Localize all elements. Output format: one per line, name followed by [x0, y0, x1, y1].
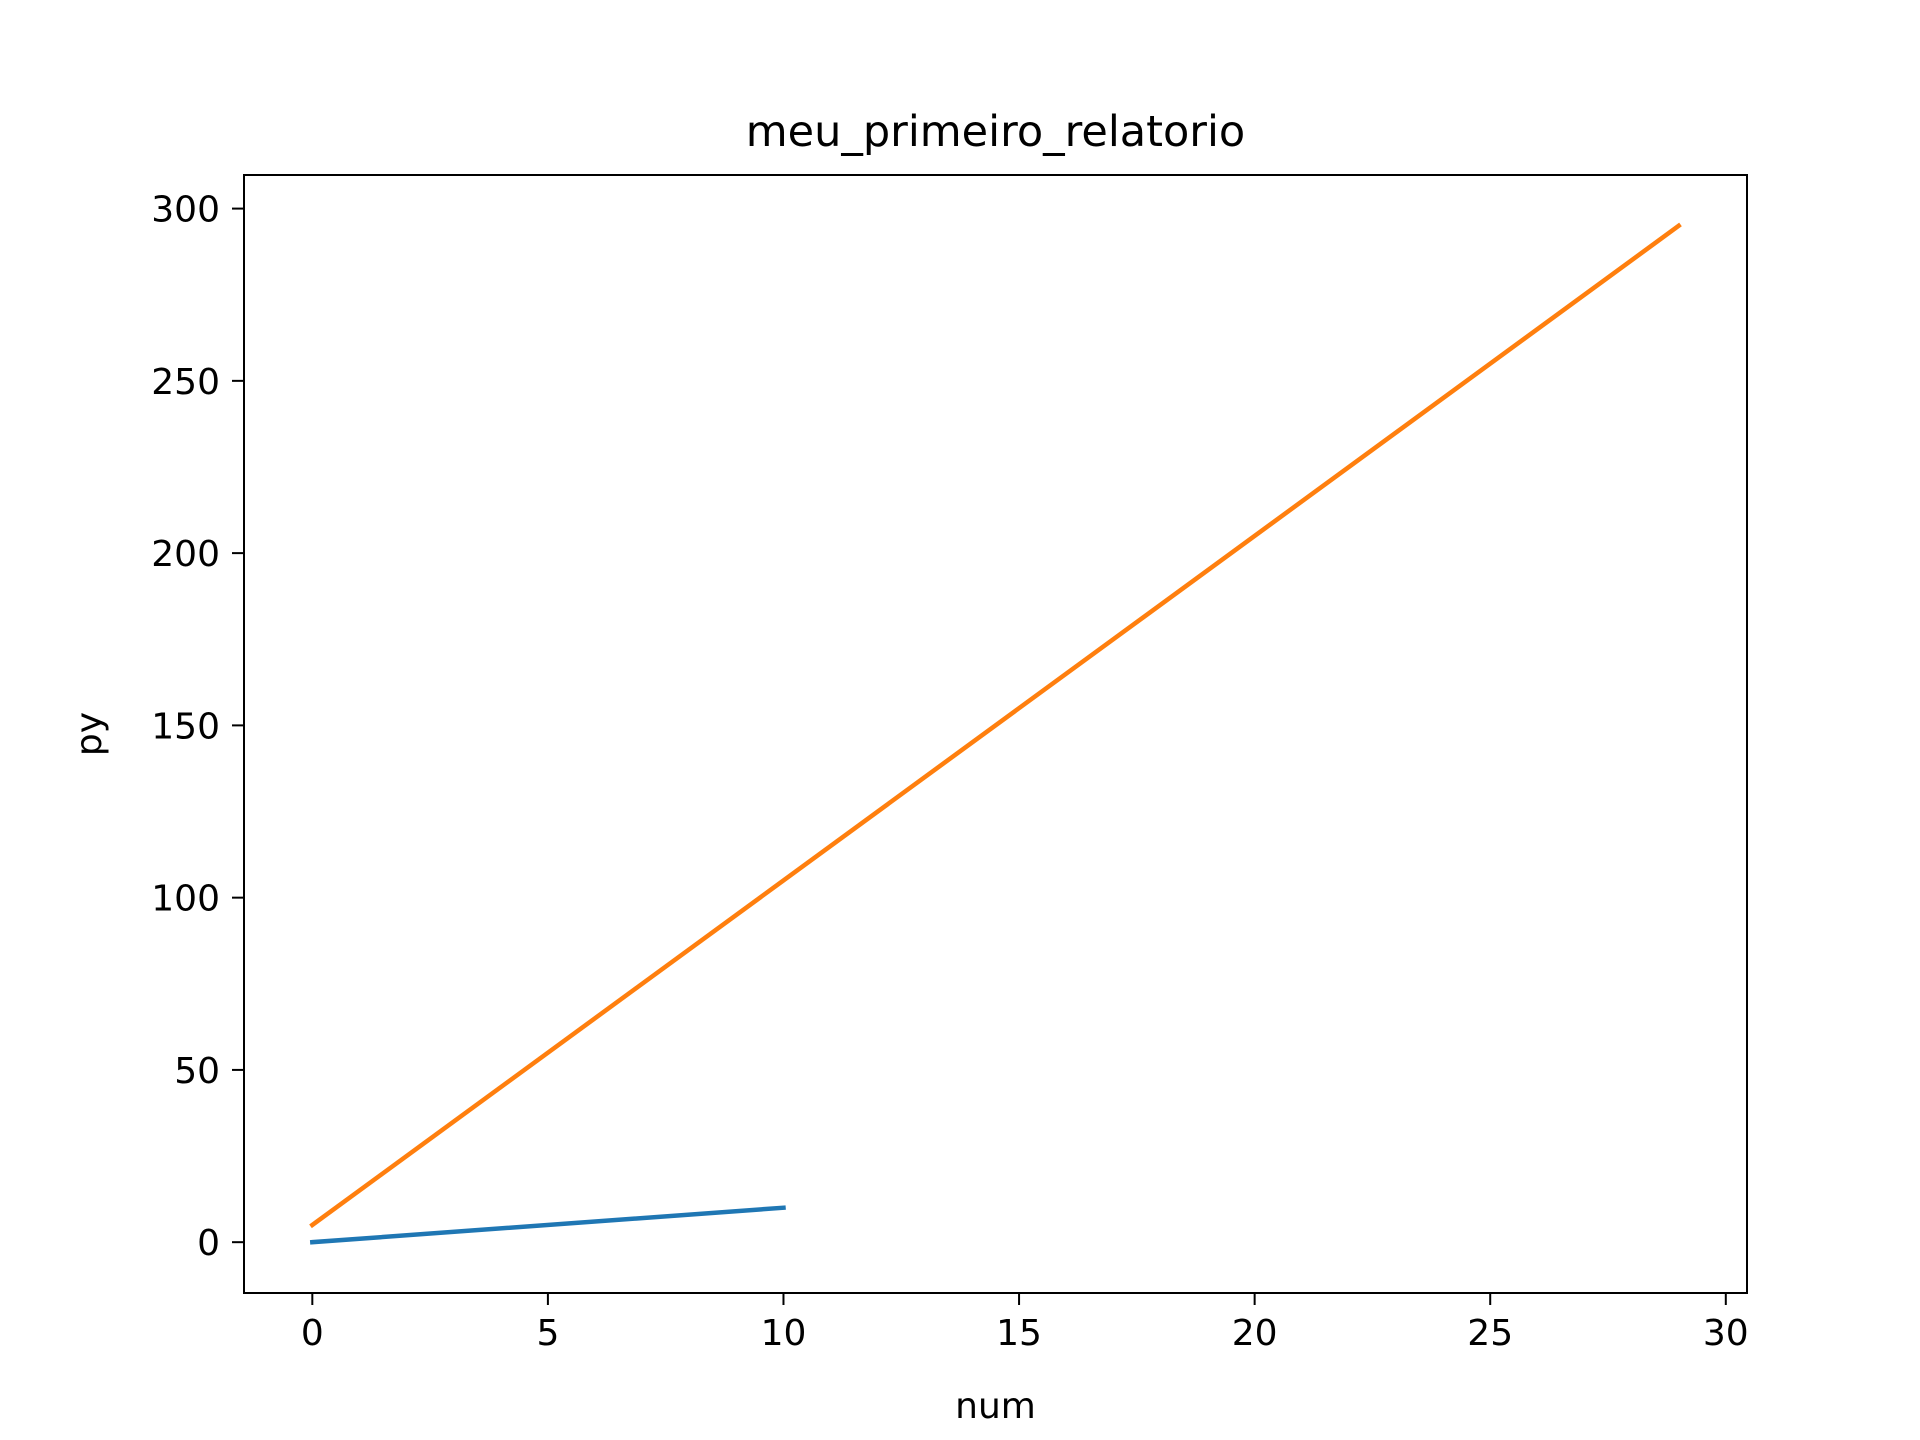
- y-tick-label: 0: [197, 1223, 220, 1264]
- x-axis: 0 5 10 15 20 25 30: [301, 1293, 1749, 1354]
- x-tick-label: 15: [996, 1313, 1042, 1354]
- x-tick-label: 0: [301, 1313, 324, 1354]
- y-axis-label: py: [69, 712, 110, 756]
- series-layer: [309, 222, 1682, 1245]
- series-line-2: [309, 222, 1682, 1229]
- y-tick-label: 200: [151, 534, 220, 575]
- x-tick-label: 20: [1232, 1313, 1278, 1354]
- plot-area: [243, 174, 1748, 1294]
- y-axis: 0 50 100 150 200 250 300: [151, 190, 244, 1264]
- series-line-1: [309, 1205, 786, 1245]
- x-tick-label: 10: [761, 1313, 807, 1354]
- x-tick-label: 30: [1703, 1313, 1749, 1354]
- chart-title: meu_primeiro_relatorio: [746, 107, 1245, 157]
- y-tick-label: 150: [151, 706, 220, 747]
- x-tick-label: 25: [1467, 1313, 1513, 1354]
- y-tick-label: 300: [151, 190, 220, 231]
- plot-frame: [243, 174, 1748, 1294]
- x-tick-label: 5: [536, 1313, 559, 1354]
- y-tick-label: 100: [151, 879, 220, 920]
- y-tick-label: 250: [151, 362, 220, 403]
- x-axis-label: num: [955, 1386, 1036, 1427]
- y-tick-label: 50: [174, 1051, 220, 1092]
